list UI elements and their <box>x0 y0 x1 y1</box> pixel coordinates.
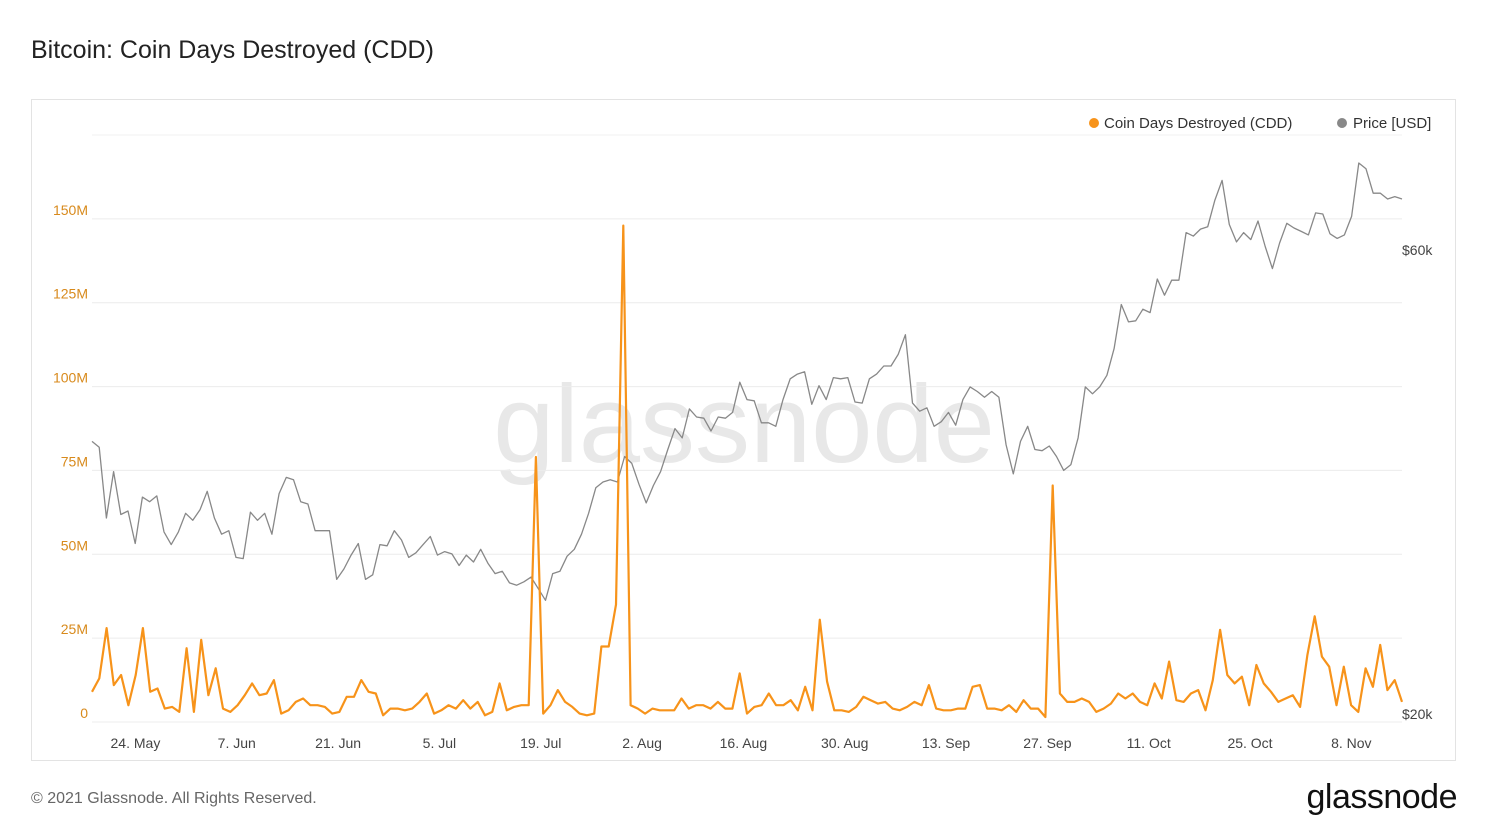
legend-label-price: Price [USD] <box>1353 115 1431 132</box>
x-tick-label: 11. Oct <box>1127 735 1171 751</box>
left-tick-label: 0 <box>80 705 88 721</box>
right-tick-label: $60k <box>1402 242 1433 258</box>
x-tick-label: 8. Nov <box>1331 735 1371 751</box>
left-tick-label: 75M <box>61 453 88 469</box>
glassnode-logo[interactable]: glassnode <box>1306 778 1457 816</box>
page-title: Bitcoin: Coin Days Destroyed (CDD) <box>31 36 434 64</box>
series-lines <box>91 162 1404 719</box>
right-axis-ticks: $20k $60k <box>1402 242 1433 722</box>
legend-marker-cdd <box>1089 118 1099 128</box>
x-tick-label: 25. Oct <box>1227 735 1272 751</box>
x-tick-label: 30. Aug <box>821 735 869 751</box>
left-tick-label: 25M <box>61 621 88 637</box>
x-tick-label: 13. Sep <box>922 735 970 751</box>
legend: Coin Days Destroyed (CDD) Price [USD] <box>1089 115 1431 132</box>
x-tick-label: 5. Jul <box>423 735 456 751</box>
price-series-line <box>91 162 1403 601</box>
legend-label-cdd: Coin Days Destroyed (CDD) <box>1104 115 1292 132</box>
watermark: glassnode <box>493 363 995 486</box>
right-tick-label: $20k <box>1402 706 1433 722</box>
x-tick-label: 19. Jul <box>520 735 561 751</box>
x-tick-label: 24. May <box>111 735 161 751</box>
footer-copyright: © 2021 Glassnode. All Rights Reserved. <box>31 790 317 807</box>
gridlines <box>92 134 1402 723</box>
x-tick-label: 21. Jun <box>315 735 361 751</box>
chart: glassnode 0 25M 50M 75M 100M 125M 150M $20k $60… <box>53 115 1433 751</box>
x-tick-label: 2. Aug <box>622 735 662 751</box>
x-tick-label: 16. Aug <box>720 735 768 751</box>
left-tick-label: 125M <box>53 286 88 302</box>
x-tick-label: 27. Sep <box>1023 735 1071 751</box>
cdd-series-line <box>91 224 1404 719</box>
x-tick-label: 7. Jun <box>218 735 256 751</box>
x-axis-ticks: 24. May 7. Jun 21. Jun 5. Jul 19. Jul 2. Aug 1… <box>111 735 1372 751</box>
left-tick-label: 50M <box>61 537 88 553</box>
left-tick-label: 100M <box>53 370 88 386</box>
legend-marker-price <box>1337 118 1347 128</box>
left-axis-ticks: 0 25M 50M 75M 100M 125M 150M <box>53 202 88 721</box>
left-tick-label: 150M <box>53 202 88 218</box>
chart-frame: glassnode 0 25M 50M 75M 100M 125M 150M $20k $60… <box>31 99 1456 761</box>
